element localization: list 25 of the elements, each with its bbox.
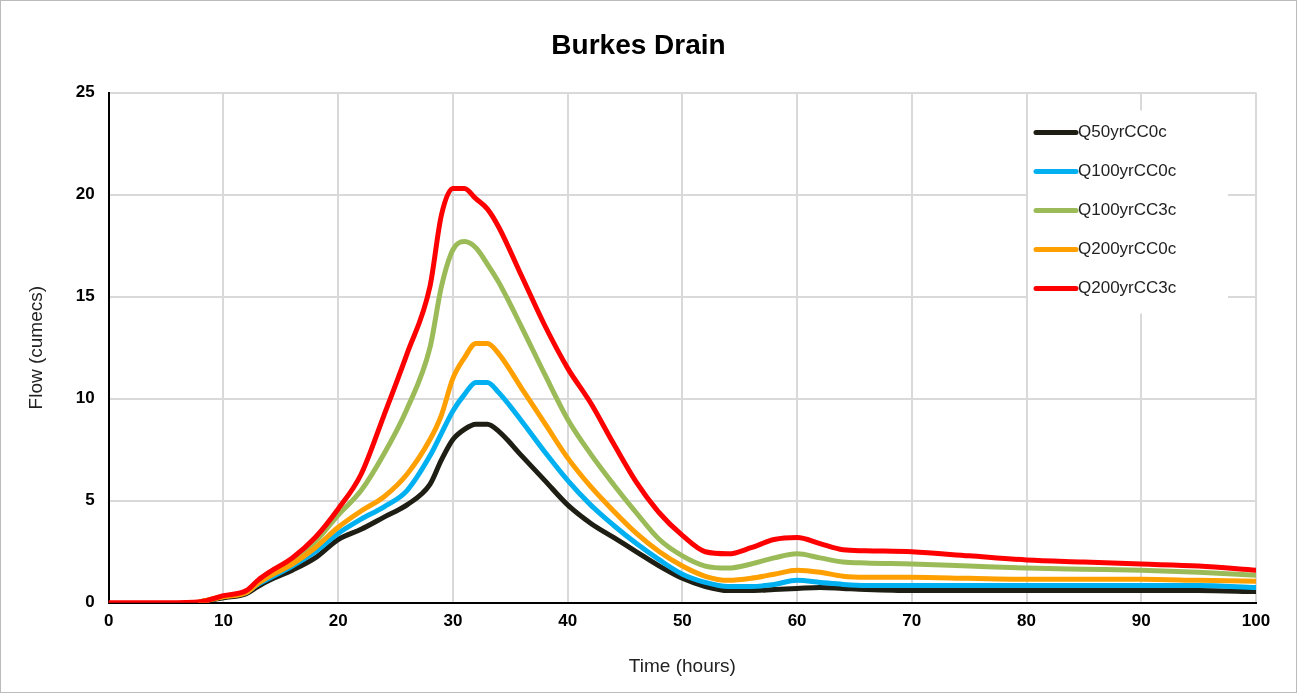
x-tick-label: 90: [1131, 610, 1151, 630]
x-tick-label: 40: [558, 610, 578, 630]
chart-title: Burkes Drain: [551, 28, 726, 60]
x-tick-label: 30: [443, 610, 463, 630]
y-tick-label: 5: [85, 490, 95, 510]
legend-label: Q50yrCC0c: [1078, 122, 1168, 142]
y-tick-label: 0: [85, 592, 95, 612]
y-tick-label: 20: [75, 184, 95, 204]
legend-label: Q200yrCC0c: [1078, 239, 1177, 259]
legend-label: Q100yrCC0c: [1078, 161, 1177, 181]
y-tick-label: 25: [75, 82, 95, 102]
legend-label: Q200yrCC3c: [1078, 278, 1177, 298]
y-tick-label: 10: [75, 388, 95, 408]
legend-label: Q100yrCC3c: [1078, 200, 1177, 220]
x-tick-label: 0: [103, 610, 114, 630]
x-tick-label: 100: [1241, 610, 1271, 630]
x-tick-label: 80: [1017, 610, 1036, 630]
x-tick-label: 10: [213, 610, 233, 630]
x-tick-label: 20: [328, 610, 348, 630]
x-tick-label: 50: [672, 610, 692, 630]
x-tick-label: 70: [902, 610, 922, 630]
y-axis-title: Flow (cumecs): [24, 285, 46, 410]
x-axis-title: Time (hours): [628, 654, 736, 676]
x-tick-label: 60: [787, 610, 807, 630]
y-tick-label: 15: [75, 286, 95, 306]
